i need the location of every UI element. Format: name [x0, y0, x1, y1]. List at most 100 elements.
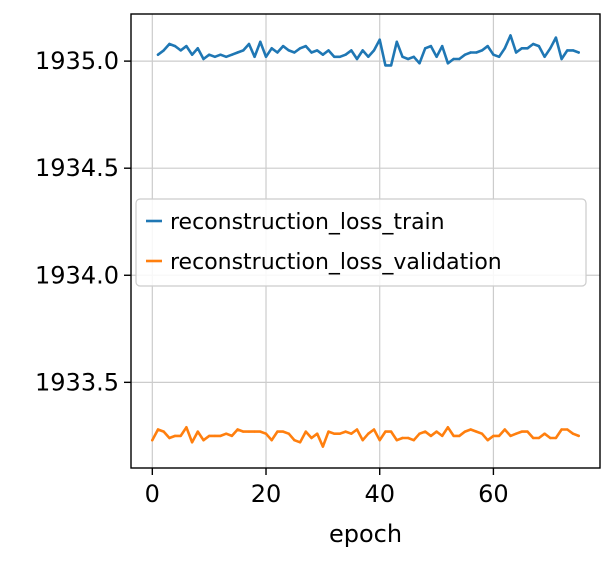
legend: reconstruction_loss_train reconstruction_… — [135, 198, 587, 287]
data-point — [367, 432, 370, 435]
series-lines — [151, 34, 581, 448]
x-tick-label: 0 — [145, 480, 160, 508]
data-point — [560, 428, 563, 431]
x-tick-label: 40 — [364, 480, 395, 508]
data-point — [264, 432, 268, 435]
data-point — [259, 430, 262, 433]
data-point — [333, 55, 336, 58]
data-point — [168, 436, 171, 440]
data-point — [526, 47, 529, 50]
data-point — [486, 439, 489, 442]
data-point — [355, 428, 359, 431]
data-point — [270, 47, 273, 50]
data-point — [532, 42, 535, 46]
data-point — [230, 434, 234, 438]
data-point — [492, 53, 495, 56]
data-point — [412, 55, 415, 58]
data-point — [549, 436, 552, 440]
data-point — [208, 434, 211, 438]
data-point — [549, 47, 552, 50]
data-point — [173, 44, 177, 48]
y-tick-label: 1934.5 — [35, 154, 119, 182]
data-point — [242, 49, 245, 52]
data-point — [310, 51, 313, 54]
data-point — [264, 55, 268, 58]
data-point — [350, 432, 353, 435]
data-point — [514, 432, 518, 435]
data-point — [435, 55, 438, 58]
data-point — [520, 47, 523, 50]
data-point — [338, 432, 342, 435]
data-point — [554, 36, 558, 39]
data-point — [446, 62, 450, 65]
data-point — [537, 44, 541, 48]
data-point — [190, 53, 194, 56]
data-point — [304, 44, 307, 48]
data-point — [173, 434, 177, 438]
data-point — [429, 44, 433, 48]
data-point — [344, 430, 347, 433]
data-point — [281, 44, 285, 48]
data-point — [452, 434, 455, 438]
data-point — [514, 51, 518, 54]
data-point — [213, 434, 217, 438]
legend-label: reconstruction_loss_validation — [170, 250, 502, 275]
data-point — [316, 49, 319, 52]
data-point — [378, 439, 381, 442]
data-point — [259, 40, 262, 43]
data-point — [361, 439, 364, 442]
data-point — [497, 434, 501, 438]
data-point — [372, 49, 376, 52]
data-point — [298, 441, 302, 444]
data-point — [571, 432, 575, 435]
data-point — [389, 430, 393, 433]
data-point — [537, 436, 541, 440]
data-point — [185, 426, 188, 429]
data-point — [480, 432, 484, 435]
y-tick-label: 1934.0 — [35, 261, 119, 289]
data-point — [208, 53, 211, 56]
data-point — [532, 436, 535, 440]
data-point — [281, 430, 285, 433]
data-point — [253, 55, 256, 58]
data-point — [253, 430, 256, 433]
data-point — [577, 434, 580, 438]
data-point — [458, 57, 461, 61]
data-point — [441, 434, 444, 438]
data-point — [270, 439, 273, 442]
data-point — [395, 40, 398, 43]
data-point — [225, 55, 228, 58]
data-point — [378, 38, 381, 41]
data-point — [384, 64, 387, 67]
data-point — [469, 51, 472, 54]
data-point — [509, 434, 512, 438]
data-point — [463, 430, 467, 433]
data-point — [185, 44, 188, 48]
data-point — [151, 439, 154, 442]
data-point — [452, 57, 455, 61]
data-point — [566, 49, 569, 52]
data-point — [236, 51, 239, 54]
data-point — [168, 42, 171, 46]
data-point — [554, 436, 558, 440]
data-point — [293, 439, 296, 442]
data-point — [389, 64, 393, 67]
data-point — [401, 436, 404, 440]
data-point — [321, 53, 325, 56]
data-point — [355, 57, 359, 61]
data-point — [230, 53, 234, 56]
legend-label: reconstruction_loss_train — [170, 210, 445, 235]
data-point — [475, 430, 478, 433]
axis-ticks: 0 20 40 60 1933.5 1934.0 1934.5 1935.0 — [35, 47, 509, 508]
data-point — [202, 439, 205, 442]
data-point — [276, 51, 279, 54]
data-point — [509, 34, 512, 37]
data-point — [202, 57, 205, 61]
data-point — [503, 428, 506, 431]
data-point — [406, 57, 410, 61]
plot-frame — [130, 13, 601, 469]
data-point — [338, 55, 342, 58]
data-point — [401, 55, 404, 58]
data-point — [571, 49, 575, 52]
